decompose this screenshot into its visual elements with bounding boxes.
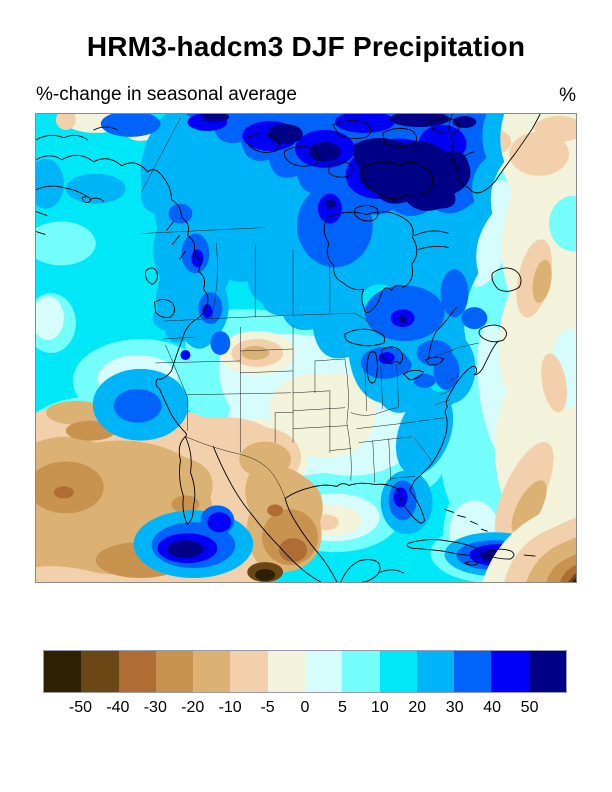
colorbar-segment <box>81 651 119 692</box>
colorbar-segment <box>342 651 380 692</box>
colorbar-segment <box>118 651 156 692</box>
colorbar-tick-label: -10 <box>218 699 242 716</box>
colorbar-segment <box>379 651 417 692</box>
colorbar-segment <box>528 651 566 692</box>
map-borders <box>141 117 479 499</box>
colorbar-tick-label: -40 <box>106 699 130 716</box>
colorbar-tick-label: 30 <box>445 699 464 716</box>
colorbar-segment <box>454 651 492 692</box>
colorbar-segment <box>230 651 268 692</box>
colorbar-tick-label: -5 <box>260 699 275 716</box>
colorbar-segment <box>44 651 82 692</box>
colorbar-segment <box>416 651 455 692</box>
colorbar-segment <box>155 651 194 692</box>
units-label: % <box>559 85 576 106</box>
map-coastlines <box>36 114 541 582</box>
colorbar-segment <box>304 651 343 692</box>
map-layer-corner-bands <box>482 500 576 582</box>
colorbar-tick-label: -50 <box>68 699 92 716</box>
colorbar-tick-label: -20 <box>181 699 205 716</box>
colorbar-tick-label: 5 <box>337 699 347 716</box>
colorbar-tick-label: 50 <box>520 699 539 716</box>
page-title: HRM3-hadcm3 DJF Precipitation <box>86 31 526 62</box>
colorbar-tick-label: 20 <box>408 699 427 716</box>
map-layer-sienna <box>53 486 307 563</box>
colorbar-tick-label: 40 <box>483 699 502 716</box>
colorbar-tick-label: 0 <box>300 699 310 716</box>
colorbar-segment <box>491 651 529 692</box>
map-canvas <box>35 113 577 583</box>
colorbar-segment <box>193 651 231 692</box>
subtitle: %-change in seasonal average <box>36 84 297 105</box>
map-layer-dark-brown <box>247 562 284 582</box>
colorbar <box>43 650 567 693</box>
colorbar-tick-labels: -50 -40 -30 -20 -10 -5 0 5 10 20 30 40 50 <box>43 699 567 719</box>
map-layer-navy <box>167 114 540 565</box>
colorbar-tick-label: -30 <box>143 699 167 716</box>
colorbar-tick-label: 10 <box>370 699 389 716</box>
map-svg <box>36 114 576 582</box>
colorbar-segment <box>267 651 305 692</box>
